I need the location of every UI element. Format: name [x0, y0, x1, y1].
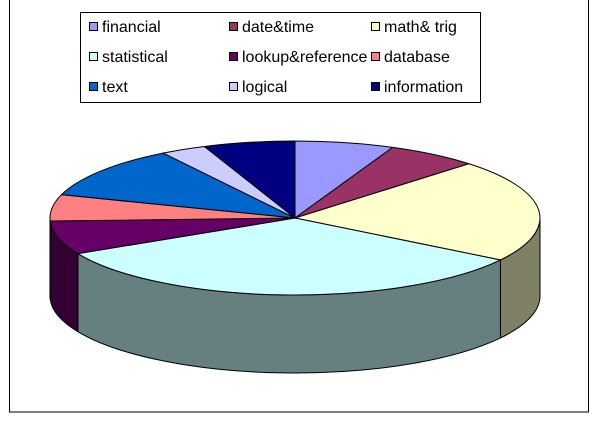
- pie-slice: [76, 217, 502, 296]
- legend-label: information: [384, 79, 463, 96]
- legend-swatch: [229, 52, 238, 61]
- legend-swatch: [229, 22, 238, 31]
- pie: [49, 140, 541, 374]
- legend-label: text: [102, 79, 128, 96]
- legend-swatch: [371, 82, 380, 91]
- legend-label: date&time: [242, 19, 314, 36]
- legend-label: database: [384, 49, 450, 66]
- pie-slice: [49, 217, 296, 255]
- legend-swatch: [229, 82, 238, 91]
- legend-swatch: [89, 82, 98, 91]
- legend-label: financial: [102, 19, 161, 36]
- legend-box: [80, 12, 481, 103]
- legend-label: lookup&reference: [242, 49, 368, 66]
- legend-label: statistical: [102, 49, 168, 66]
- legend-label: logical: [242, 79, 287, 96]
- legend-swatch: [371, 52, 380, 61]
- pie-slice: [203, 140, 296, 220]
- legend: financial date&time math& trig statistical l…: [89, 19, 463, 96]
- legend-label: math& trig: [384, 19, 457, 36]
- legend-swatch: [89, 22, 98, 31]
- pie-slice: [60, 152, 296, 219]
- legend-swatch: [371, 22, 380, 31]
- pie-slice: [294, 163, 541, 261]
- legend-swatch: [89, 52, 98, 61]
